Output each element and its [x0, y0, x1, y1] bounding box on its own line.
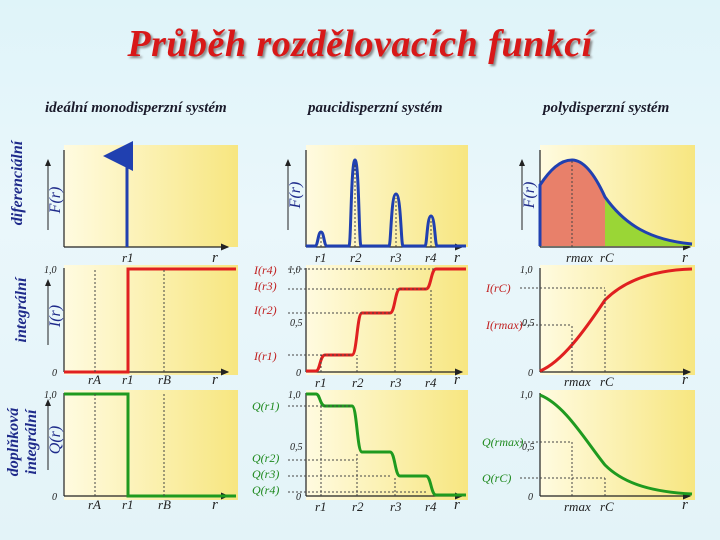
tick-one: 1,0 — [288, 265, 301, 276]
axis-label-F-poly: F(r) — [521, 182, 538, 210]
x-label-r: r — [682, 372, 688, 388]
poly-area-right — [605, 197, 692, 246]
tick-one: 1,0 — [44, 265, 57, 276]
x-label-r: r — [212, 497, 218, 513]
pauci-r4-label: r4 — [425, 375, 437, 390]
axis-label-I-mono: I(r) — [47, 305, 64, 328]
pauci-r3-label: r3 — [390, 375, 402, 390]
panel-poly-comp — [540, 390, 695, 500]
column-header-mono: ideální monodisperzní systém — [45, 100, 227, 116]
panel-poly-int — [540, 265, 695, 375]
mono-comp-curve — [64, 392, 236, 498]
mono-rB-label: rB — [158, 372, 171, 387]
tick-zero: 0 — [296, 492, 301, 503]
panel-mono-comp — [64, 390, 238, 500]
poly-rmax-label: rmax — [564, 499, 591, 514]
tick-zero: 0 — [296, 368, 301, 379]
mono-int-curve — [64, 267, 236, 374]
tick-one: 1,0 — [520, 265, 533, 276]
tick-half: 0,5 — [522, 318, 535, 329]
tick-one: 1,0 — [44, 390, 57, 401]
poly-rC-label: rC — [600, 499, 614, 514]
x-label-r: r — [212, 250, 218, 266]
mono-rA-label: rA — [88, 372, 101, 387]
mono-r1-label: r1 — [122, 497, 134, 512]
poly-rC-label: rC — [600, 374, 614, 389]
pauci-I2-label: I(r2) — [253, 303, 277, 317]
pauci-r4-label: r4 — [425, 250, 437, 265]
poly-Irmax-label: I(rmax) — [485, 318, 523, 332]
pauci-Q1-label: Q(r1) — [252, 399, 279, 413]
tick-half: 0,5 — [290, 318, 303, 329]
pauci-r2-label: r2 — [352, 375, 364, 390]
x-label-r: r — [454, 497, 460, 513]
mono-r1-label: r1 — [122, 372, 134, 387]
pauci-comp-curve — [306, 392, 466, 497]
tick-half: 0,5 — [290, 442, 303, 453]
x-label-r: r — [682, 250, 688, 266]
pauci-r2-label: r2 — [350, 250, 362, 265]
pauci-Q4-label: Q(r4) — [252, 483, 279, 497]
poly-QrC-label: Q(rC) — [482, 471, 511, 485]
panel-pauci-int — [306, 265, 468, 375]
pauci-r4-label: r4 — [425, 499, 437, 514]
pauci-r2-label: r2 — [352, 499, 364, 514]
axis-label-F-mono: F(r) — [47, 187, 64, 215]
poly-rmax-label: rmax — [566, 250, 593, 265]
tick-zero: 0 — [52, 368, 57, 379]
tick-zero: 0 — [52, 492, 57, 503]
page-title: Průběh rozdělovacích funkcí — [127, 23, 593, 65]
pauci-r1-label: r1 — [315, 250, 327, 265]
pauci-r1-label: r1 — [315, 375, 327, 390]
poly-comp-curve — [539, 393, 693, 496]
pauci-r3-label: r3 — [390, 499, 402, 514]
pauci-I4-label: I(r4) — [253, 263, 277, 277]
pauci-r1-label: r1 — [315, 499, 327, 514]
poly-rmax-label: rmax — [564, 374, 591, 389]
column-header-pauci: paucidisperzní systém — [308, 100, 443, 116]
tick-half: 0,5 — [522, 442, 535, 453]
mono-rB-label: rB — [158, 497, 171, 512]
pauci-r3-label: r3 — [390, 250, 402, 265]
axis-label-F-pauci: F(r) — [287, 182, 304, 210]
pauci-I1-label: I(r1) — [253, 349, 277, 363]
mono-rA-label: rA — [88, 497, 101, 512]
axis-label-Q-mono: Q(r) — [47, 426, 64, 454]
x-label-r: r — [212, 372, 218, 388]
poly-rC-label: rC — [600, 250, 614, 265]
tick-one: 1,0 — [288, 390, 301, 401]
tick-one: 1,0 — [520, 390, 533, 401]
pauci-I3-label: I(r3) — [253, 279, 277, 293]
column-header-poly: polydisperzní systém — [543, 100, 670, 116]
pauci-diff-curve — [306, 158, 466, 248]
x-label-r: r — [454, 250, 460, 266]
poly-Qrmax-label: Q(rmax) — [482, 435, 523, 449]
x-label-r: r — [682, 497, 688, 513]
pauci-Q3-label: Q(r3) — [252, 467, 279, 481]
pauci-Q2-label: Q(r2) — [252, 451, 279, 465]
panel-pauci-comp — [306, 390, 468, 500]
tick-zero: 0 — [528, 492, 533, 503]
panel-pauci-diff — [306, 145, 468, 247]
poly-diff-curve — [538, 158, 693, 246]
poly-IrC-label: I(rC) — [485, 281, 511, 295]
panel-mono-diff — [64, 145, 238, 247]
x-label-r: r — [454, 372, 460, 388]
mono-r1-label: r1 — [122, 250, 134, 265]
panel-mono-int — [64, 265, 238, 375]
tick-zero: 0 — [528, 368, 533, 379]
